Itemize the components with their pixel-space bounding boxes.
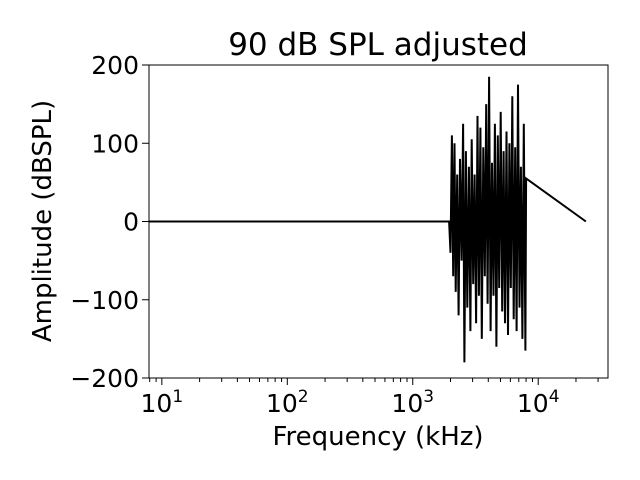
y-axis-label: Amplitude (dBSPL) — [28, 100, 58, 342]
x-tick-label: 101 — [141, 387, 184, 418]
x-tick-base: 10 — [266, 389, 298, 418]
y-axis-ticks: 200 100 0 −100 −200 — [70, 51, 149, 393]
x-axis-label: Frequency (kHz) — [272, 422, 483, 452]
x-tick-base: 10 — [141, 389, 173, 418]
series-line — [149, 76, 587, 363]
plot-area — [149, 76, 587, 363]
x-axis-ticks: 101 102 103 104 — [141, 378, 599, 418]
x-tick-label: 104 — [517, 387, 560, 418]
chart-title: 90 dB SPL adjusted — [228, 27, 528, 63]
axes-frame — [148, 64, 609, 379]
x-tick-base: 10 — [517, 389, 549, 418]
y-tick-label: 100 — [91, 129, 139, 158]
x-tick-exponent: 3 — [423, 387, 434, 407]
y-tick-label: −100 — [70, 286, 139, 315]
y-tick-label: 200 — [91, 51, 139, 80]
y-tick-label: 0 — [123, 208, 139, 237]
y-tick-label: −200 — [70, 364, 139, 393]
x-tick-label: 102 — [266, 387, 309, 418]
x-tick-exponent: 4 — [549, 387, 560, 407]
x-tick-base: 10 — [391, 389, 423, 418]
x-tick-label: 103 — [391, 387, 434, 418]
x-tick-exponent: 1 — [172, 387, 183, 407]
x-tick-exponent: 2 — [298, 387, 309, 407]
